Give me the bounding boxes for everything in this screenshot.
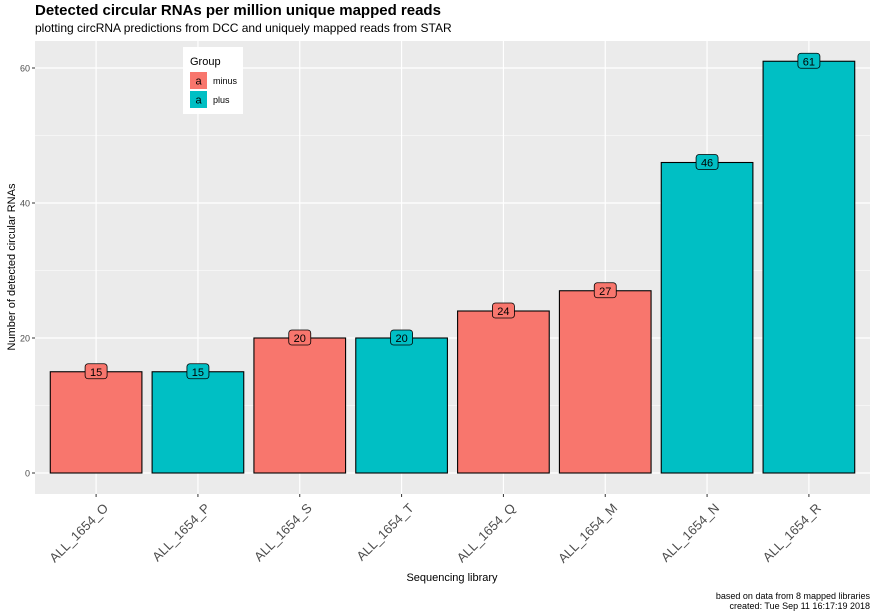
- x-tick-label: ALL_1654_T: [353, 500, 416, 563]
- legend-key-glyph: a: [195, 76, 202, 88]
- bar-data-label: 27: [599, 286, 611, 298]
- legend: Group a minus a plus: [183, 47, 243, 114]
- bar-labels: 15 15 20 20 24 27 46 61: [84, 52, 821, 380]
- bar: [253, 337, 347, 474]
- y-tick-label: 40: [20, 199, 30, 209]
- legend-key: [190, 72, 207, 89]
- caption-libraries: based on data from 8 mapped libraries: [715, 591, 870, 601]
- bar-label-box: [84, 363, 108, 380]
- bar: [49, 371, 143, 474]
- bar: [762, 60, 856, 474]
- x-tick-label: ALL_1654_P: [149, 500, 213, 564]
- bar: [558, 290, 652, 474]
- bar-label-box: [288, 329, 312, 346]
- x-axis-title: Sequencing library: [406, 572, 498, 584]
- bar-label-box: [390, 329, 413, 346]
- bar-data-label: 20: [294, 333, 306, 345]
- y-tick-label: 0: [25, 469, 30, 479]
- bar-label-box: [492, 302, 515, 319]
- bar: [355, 337, 448, 474]
- x-tick-label: ALL_1654_O: [46, 500, 111, 565]
- x-tick-label: ALL_1654_N: [658, 500, 722, 564]
- legend-key: [190, 91, 207, 108]
- bars: [49, 60, 856, 474]
- bar: [457, 310, 550, 474]
- bar-data-label: 61: [803, 56, 815, 68]
- chart-title: Detected circular RNAs per million uniqu…: [35, 2, 441, 19]
- bar: [151, 371, 245, 474]
- bar-label-box: [186, 363, 210, 380]
- legend-label: plus: [213, 95, 230, 105]
- x-tick-label: ALL_1654_M: [555, 500, 620, 565]
- x-tick-label: ALL_1654_R: [760, 500, 824, 564]
- bar-label-box: [797, 52, 821, 69]
- legend-key-glyph: a: [195, 95, 202, 107]
- y-axis-title: Number of detected circular RNAs: [6, 183, 18, 350]
- bar-data-label: 15: [192, 367, 204, 379]
- bar-data-label: 15: [90, 367, 102, 379]
- x-tick-label: ALL_1654_Q: [454, 500, 519, 565]
- bar-data-label: 24: [497, 306, 509, 318]
- y-tick-label: 20: [20, 334, 30, 344]
- y-tick-label: 60: [20, 64, 30, 74]
- bar-data-label: 20: [395, 333, 407, 345]
- bar-label-box: [593, 282, 617, 299]
- bar-data-label: 46: [701, 158, 713, 170]
- bar-label-box: [695, 154, 719, 170]
- y-axis: 0 20 40 60: [20, 64, 35, 479]
- x-axis: ALL_1654_O ALL_1654_P ALL_1654_S ALL_1654_T…: [46, 494, 824, 566]
- x-tick-label: ALL_1654_S: [251, 500, 315, 564]
- chart-subtitle: plotting circRNA predictions from DCC an…: [35, 21, 452, 35]
- bar: [660, 161, 754, 474]
- legend-label: minus: [213, 76, 238, 86]
- caption-created: created: Tue Sep 11 16:17:19 2018: [729, 601, 870, 611]
- legend-title: Group: [190, 56, 221, 68]
